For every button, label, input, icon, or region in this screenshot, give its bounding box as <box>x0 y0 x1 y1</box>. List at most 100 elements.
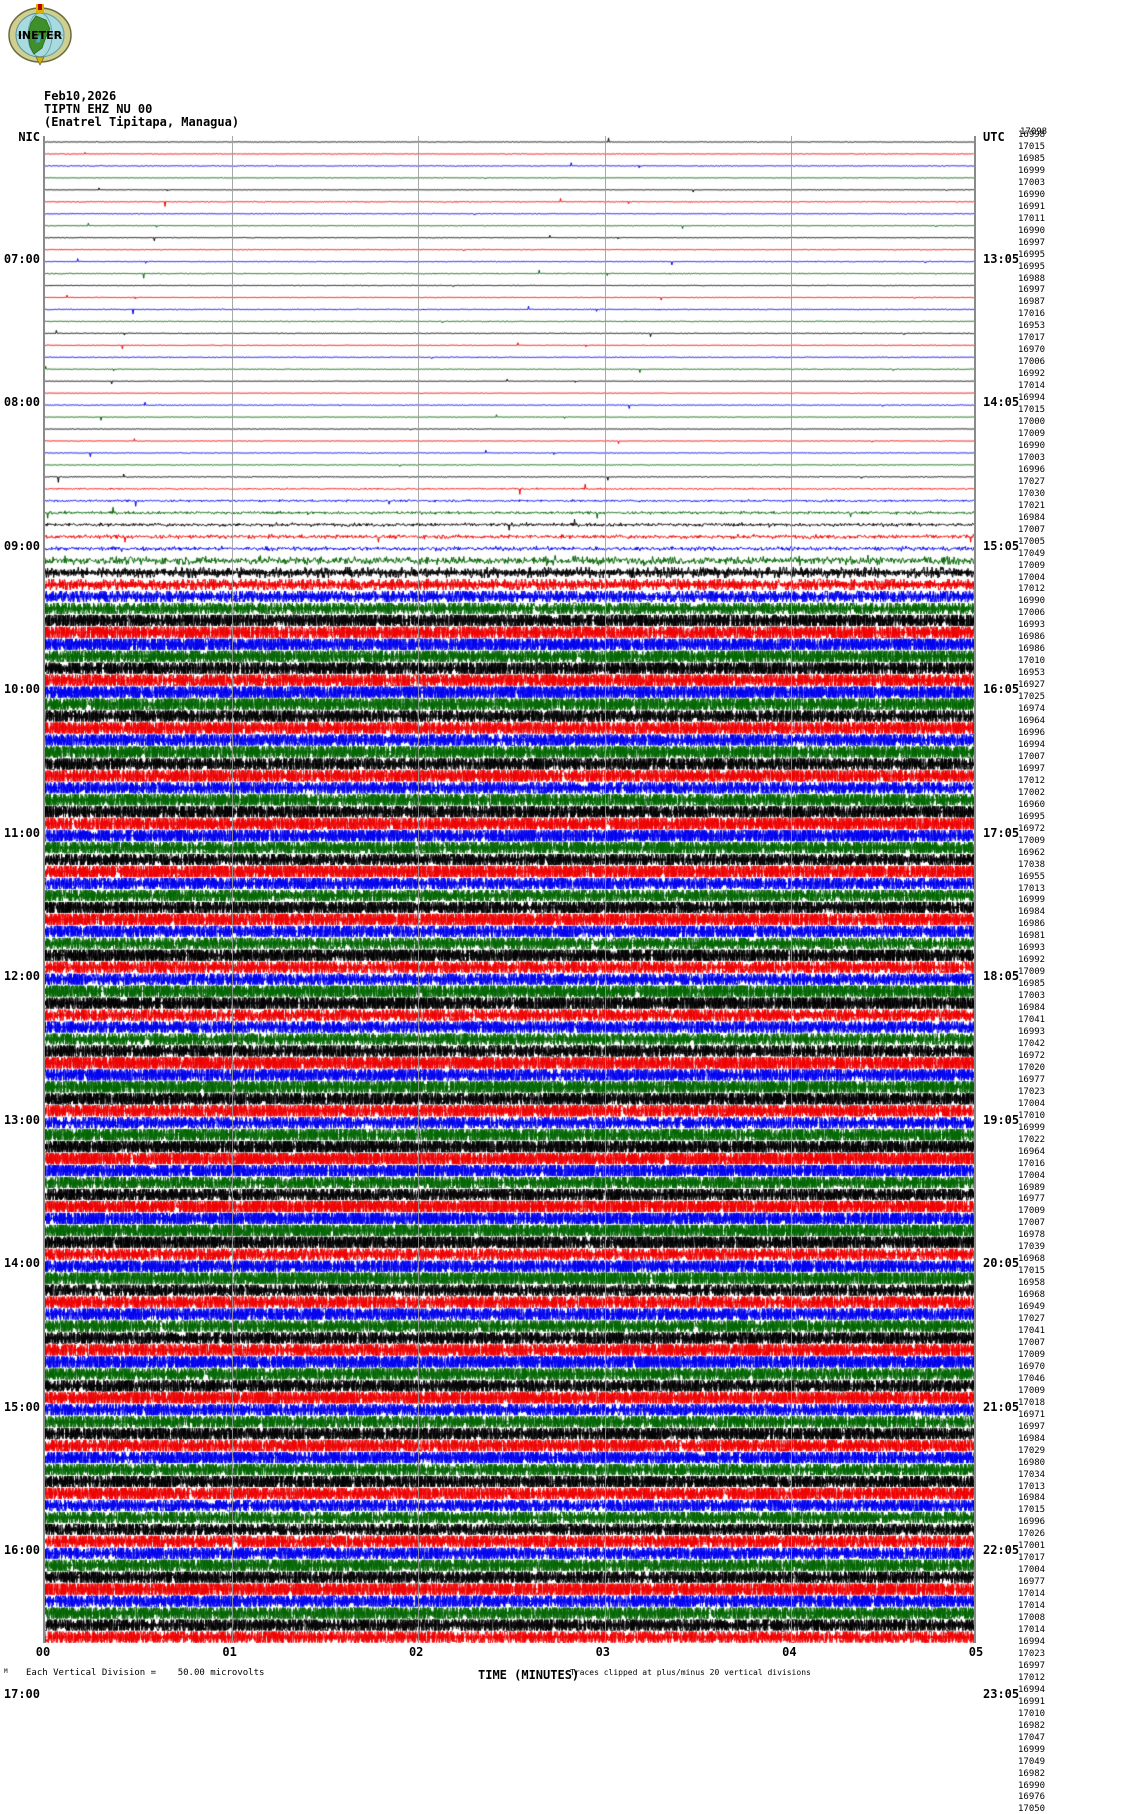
gridline-minute-4 <box>791 136 793 1643</box>
trace-value: 16994 <box>1018 393 1046 404</box>
trace-value: 17009 <box>1018 560 1046 571</box>
left-time-label-1000: 10:00 <box>3 682 40 697</box>
trace-value: 16986 <box>1018 644 1046 655</box>
trace-value: 16958 <box>1018 1278 1046 1289</box>
trace-value: 16972 <box>1018 823 1046 834</box>
trace-value: 17006 <box>1018 608 1046 619</box>
trace-value: 17006 <box>1018 357 1046 368</box>
trace-value: 16994 <box>1018 739 1046 750</box>
trace-value: 16993 <box>1018 1027 1046 1038</box>
trace-value: 17004 <box>1018 572 1046 583</box>
trace-value: 16992 <box>1018 369 1046 380</box>
left-time-label-0800: 08:00 <box>3 395 40 410</box>
trace-value: 17017 <box>1018 333 1046 344</box>
trace-value: 16955 <box>1018 871 1046 882</box>
trace-value: 16949 <box>1018 1302 1046 1313</box>
trace-value: 17007 <box>1018 751 1046 762</box>
trace-value: 16993 <box>1018 620 1046 631</box>
trace-value: 16998 <box>1018 130 1046 140</box>
gridline-minute-3 <box>604 136 606 1643</box>
trace-value: 17020 <box>1018 1062 1046 1073</box>
trace-value: 17007 <box>1018 1218 1046 1229</box>
trace-value: 17016 <box>1018 1158 1046 1169</box>
trace-value: 17046 <box>1018 1373 1046 1384</box>
trace-value: 16980 <box>1018 1457 1046 1468</box>
x-tick-01: 01 <box>222 1645 237 1659</box>
trace-value-overlap: 17098 <box>1020 127 1048 137</box>
trace-value: 16995 <box>1018 249 1046 260</box>
trace-value: 17049 <box>1018 1756 1046 1767</box>
right-time-label-2005: 20:05 <box>983 1256 1020 1271</box>
trace-value: 16982 <box>1018 1768 1046 1779</box>
trace-value: 16974 <box>1018 704 1046 715</box>
trace-value: 17000 <box>1018 417 1046 428</box>
trace-value: 16986 <box>1018 632 1046 643</box>
trace-value: 17023 <box>1018 1648 1046 1659</box>
x-tick-00: 00 <box>35 1645 51 1659</box>
trace-value: 17016 <box>1018 309 1046 320</box>
right-time-label-1805: 18:05 <box>983 969 1020 984</box>
footer-scale-note: Each Vertical Division = 50.00 microvolt… <box>26 1668 265 1678</box>
trace-value: 16990 <box>1018 189 1046 200</box>
trace-value: 16962 <box>1018 847 1046 858</box>
trace-value: 16984 <box>1018 907 1046 918</box>
trace-value: 17050 <box>1018 1804 1046 1814</box>
seismic-traces-canvas <box>45 136 974 1643</box>
trace-value: 16985 <box>1018 153 1046 164</box>
trace-value: 16989 <box>1018 1182 1046 1193</box>
trace-value: 16970 <box>1018 345 1046 356</box>
trace-value: 16964 <box>1018 1146 1046 1157</box>
footer-block: M Each Vertical Division = 50.00 microvo… <box>0 1668 1130 1686</box>
trace-value: 17012 <box>1018 775 1046 786</box>
trace-value-column: 16998 17015 16985 16999 17003 16990 16991 17011… <box>1018 0 1130 1814</box>
trace-value: 16997 <box>1018 1660 1046 1671</box>
trace-value: 16971 <box>1018 1409 1046 1420</box>
left-time-label-1200: 12:00 <box>3 969 40 984</box>
right-time-label-1705: 17:05 <box>983 825 1020 840</box>
ineter-logo: INETER <box>6 4 74 66</box>
trace-value: 17003 <box>1018 452 1046 463</box>
trace-value: 17007 <box>1018 524 1046 535</box>
right-time-label-1605: 16:05 <box>983 682 1020 697</box>
trace-value: 16968 <box>1018 1290 1046 1301</box>
trace-value: 16996 <box>1018 728 1046 739</box>
left-time-label-0900: 09:00 <box>3 538 40 553</box>
trace-value: 17041 <box>1018 1326 1046 1337</box>
trace-value: 16997 <box>1018 763 1046 774</box>
trace-value: 17025 <box>1018 692 1046 703</box>
trace-value: 16992 <box>1018 955 1046 966</box>
right-time-label-2105: 21:05 <box>983 1399 1020 1414</box>
trace-value: 17015 <box>1018 1505 1046 1516</box>
trace-value: 17010 <box>1018 656 1046 667</box>
x-tick-05: 05 <box>968 1645 984 1659</box>
trace-value: 17012 <box>1018 1672 1046 1683</box>
trace-value: 17039 <box>1018 1242 1046 1253</box>
left-time-label-1100: 11:00 <box>3 825 40 840</box>
header-station: TIPTN EHZ NU 00 <box>44 102 153 116</box>
trace-value: 17004 <box>1018 1170 1046 1181</box>
trace-value: 17009 <box>1018 429 1046 439</box>
trace-value: 17010 <box>1018 1110 1046 1121</box>
trace-value: 16995 <box>1018 261 1046 272</box>
trace-value: 16972 <box>1018 1050 1046 1061</box>
x-tick-04: 04 <box>782 1645 797 1659</box>
trace-value: 17038 <box>1018 859 1046 870</box>
trace-value: 17003 <box>1018 991 1046 1002</box>
logo-text: INETER <box>18 29 63 42</box>
trace-value: 17047 <box>1018 1732 1046 1743</box>
helicorder-plot[interactable] <box>43 136 976 1643</box>
trace-value: 16990 <box>1018 225 1046 236</box>
trace-value: 16953 <box>1018 668 1046 679</box>
trace-value: 17023 <box>1018 1086 1046 1097</box>
trace-value: 16977 <box>1018 1194 1046 1205</box>
trace-value: 17026 <box>1018 1529 1046 1540</box>
trace-value: 16977 <box>1018 1577 1046 1588</box>
right-timezone-label: UTC <box>983 130 1005 144</box>
x-tick-02: 02 <box>408 1645 424 1659</box>
gridline-minute-2 <box>418 136 420 1643</box>
trace-value: 17009 <box>1018 1385 1046 1396</box>
right-time-label-1305: 13:05 <box>983 251 1020 266</box>
trace-value: 17021 <box>1018 500 1046 511</box>
trace-value: 16986 <box>1018 919 1046 930</box>
trace-value: 16953 <box>1018 321 1046 332</box>
